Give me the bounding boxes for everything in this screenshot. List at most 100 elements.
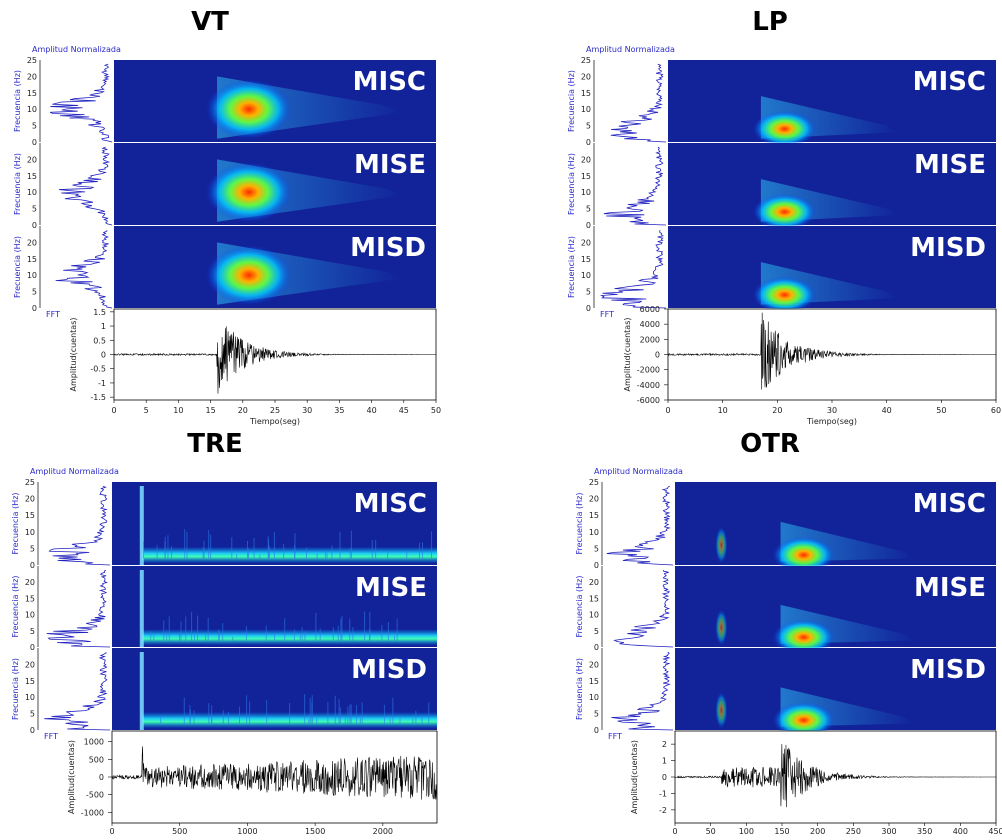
freq-tick-label: 20 <box>27 238 37 247</box>
freq-tick-label: 15 <box>581 172 591 181</box>
freq-tick-label: 25 <box>589 478 599 487</box>
amplitude-tick-label: 6000 <box>640 305 660 314</box>
panel-title: OTR <box>740 429 800 459</box>
time-tick-label: 450 <box>988 827 1002 836</box>
freq-tick-label: 10 <box>589 528 599 537</box>
spectrum-label: Amplitud Normalizada <box>32 45 121 54</box>
energy-peak <box>206 245 292 305</box>
freq-tick-label: 15 <box>25 511 35 520</box>
freq-tick-label: 0 <box>594 561 599 570</box>
freq-axis-label: Frecuencia (Hz) <box>575 492 584 554</box>
amplitude-tick-label: 4000 <box>640 320 660 329</box>
freq-tick-label: 20 <box>581 155 591 164</box>
freq-tick-label: 5 <box>594 627 599 636</box>
amplitude-tick-label: 1 <box>101 322 106 331</box>
freq-tick-label: 10 <box>27 105 37 114</box>
amplitude-tick-label: -1.5 <box>90 393 106 402</box>
amplitude-tick-label: -0.5 <box>90 365 106 374</box>
spectrogram-mise: MISE 0 5 10 15 20 Frecuencia (Hz) <box>575 566 996 656</box>
amplitude-tick-label: 0 <box>662 773 667 782</box>
amplitude-tick-label: 0 <box>99 773 104 782</box>
panel-tre: TRE Amplitud Normalizada MISC 0 5 10 15 20 25 Fre… <box>11 429 438 836</box>
energy-peak <box>206 79 292 139</box>
energy-peak <box>753 110 817 147</box>
freq-tick-label: 10 <box>25 611 35 620</box>
freq-axis-label: Frecuencia (Hz) <box>11 575 20 637</box>
time-tick-label: 1500 <box>305 827 325 836</box>
spectrogram-misd: MISD 0 5 10 15 20 Frecuencia (Hz) <box>13 226 436 313</box>
amplitude-tick-label: -1 <box>659 789 667 798</box>
time-tick-label: 0 <box>111 406 116 415</box>
waveform-panel: FFT 6000 4000 2000 0 -2000 -4000 -6000 Amplitud(… <box>600 305 1001 426</box>
time-tick-label: 10 <box>718 406 728 415</box>
freq-tick-label: 10 <box>581 105 591 114</box>
freq-tick-label: 15 <box>589 677 599 686</box>
freq-tick-label: 0 <box>586 221 591 230</box>
fft-spectrum <box>613 569 674 648</box>
station-label: MISD <box>350 233 426 263</box>
station-label: MISC <box>354 489 427 519</box>
time-tick-label: 200 <box>810 827 825 836</box>
freq-tick-label: 5 <box>30 544 35 553</box>
spectrum-label: Amplitud Normalizada <box>30 467 119 476</box>
freq-tick-label: 10 <box>25 693 35 702</box>
spectrogram-misd: MISD 0 5 10 15 20 Frecuencia (Hz) <box>11 648 437 735</box>
freq-tick-label: 15 <box>27 172 37 181</box>
freq-tick-label: 0 <box>30 643 35 652</box>
time-tick-label: 50 <box>431 406 441 415</box>
amplitude-tick-label: -1 <box>98 379 106 388</box>
amplitude-tick-label: 0 <box>655 351 660 360</box>
spectrogram-misc: MISC 0 5 10 15 20 25 Frecuencia (Hz) <box>13 56 436 147</box>
freq-tick-label: 10 <box>27 188 37 197</box>
freq-tick-label: 0 <box>594 643 599 652</box>
freq-tick-label: 5 <box>594 710 599 719</box>
time-tick-label: 40 <box>367 406 377 415</box>
freq-axis-label: Frecuencia (Hz) <box>11 492 20 554</box>
freq-tick-label: 25 <box>581 56 591 65</box>
fft-label: FFT <box>600 310 614 319</box>
time-tick-label: 1000 <box>237 827 257 836</box>
freq-axis-label: Frecuencia (Hz) <box>575 658 584 720</box>
time-tick-label: 100 <box>739 827 754 836</box>
time-tick-label: 50 <box>706 827 716 836</box>
fft-spectrum <box>49 63 113 143</box>
freq-tick-label: 0 <box>32 221 37 230</box>
freq-tick-label: 10 <box>25 528 35 537</box>
amplitude-tick-label: 0.5 <box>93 336 106 345</box>
energy-peak <box>772 702 835 739</box>
amplitude-axis-label: Amplitud(cuentas) <box>623 318 632 392</box>
freq-tick-label: 10 <box>589 693 599 702</box>
amplitude-tick-label: -4000 <box>637 381 660 390</box>
time-tick-label: 45 <box>399 406 409 415</box>
freq-tick-label: 0 <box>594 726 599 735</box>
spectrogram-misd: MISD 0 5 10 15 20 Frecuencia (Hz) <box>567 226 996 313</box>
panel-lp: LP Amplitud Normalizada MISC 0 5 10 15 20 25 Frec… <box>567 7 1001 426</box>
time-axis-label: Tiempo(seg) <box>249 417 300 426</box>
freq-tick-label: 5 <box>586 122 591 131</box>
energy-peak <box>753 276 817 313</box>
spectrogram-mise: MISE 0 5 10 15 20 Frecuencia (Hz) <box>11 566 437 652</box>
spectrogram-mise: MISE 0 5 10 15 20 Frecuencia (Hz) <box>567 143 996 230</box>
freq-tick-label: 0 <box>32 304 37 313</box>
waveform-panel: FFT 1000 500 0 -500 -1000 Amplitud(cuentas) 0 50… <box>44 730 438 836</box>
freq-tick-label: 15 <box>589 511 599 520</box>
energy-peak <box>206 162 292 222</box>
freq-tick-label: 5 <box>30 710 35 719</box>
spectrogram-misc: MISC 0 5 10 15 20 25 Frecuencia (Hz) <box>575 478 996 574</box>
seismogram-trace <box>667 312 997 390</box>
time-tick-label: 150 <box>774 827 789 836</box>
station-label: MISC <box>913 489 986 519</box>
freq-tick-label: 0 <box>30 561 35 570</box>
spectrogram-misd: MISD 0 5 10 15 20 Frecuencia (Hz) <box>575 648 996 739</box>
fft-label: FFT <box>46 310 60 319</box>
freq-tick-label: 0 <box>586 304 591 313</box>
amplitude-axis-label: Amplitud(cuentas) <box>67 740 76 814</box>
fft-spectrum <box>59 146 113 226</box>
energy-peak <box>772 536 835 574</box>
panel-title: TRE <box>187 429 243 459</box>
waveform-panel: FFT 2 1 0 -1 -2 Amplitud(cuentas) 0 50 100 150 200 2… <box>608 730 1002 836</box>
freq-tick-label: 25 <box>25 478 35 487</box>
freq-axis-label: Frecuencia (Hz) <box>567 236 576 298</box>
